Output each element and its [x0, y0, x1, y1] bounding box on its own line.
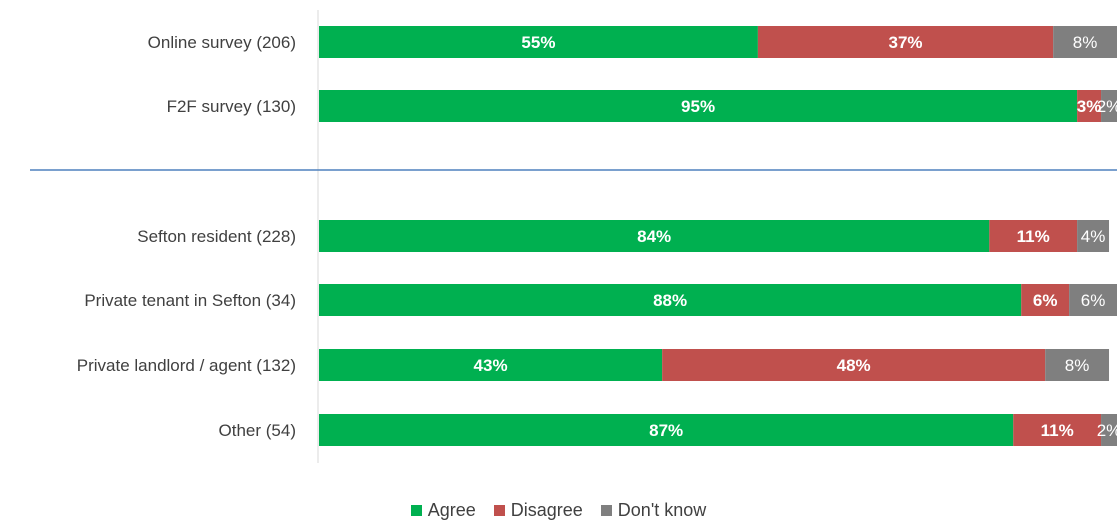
legend-swatch-disagree	[493, 505, 505, 516]
legend-swatch-dont-know	[600, 505, 612, 516]
category-label: Online survey (206)	[148, 33, 296, 52]
data-label-agree: 87%	[649, 421, 683, 440]
bar-segment-don-t-know	[1101, 414, 1117, 446]
bar-segment-agree	[319, 284, 1022, 316]
data-label-don-t-know: 8%	[1065, 356, 1090, 375]
legend-label-disagree: Disagree	[510, 500, 583, 520]
legend-label-agree: Agree	[427, 500, 476, 520]
data-label-don-t-know: 2%	[1097, 421, 1117, 440]
bar-segment-disagree	[1013, 414, 1102, 446]
bar-segment-don-t-know	[1053, 26, 1117, 58]
data-label-disagree: 11%	[1017, 227, 1050, 246]
data-label-don-t-know: 8%	[1073, 33, 1098, 52]
bar-segment-agree	[319, 220, 990, 252]
category-labels-layer: Online survey (206) F2F survey (130) Sefto…	[77, 33, 296, 440]
category-label: Private tenant in Sefton (34)	[84, 291, 296, 310]
bar-segment-don-t-know	[1077, 220, 1110, 252]
data-label-don-t-know: 4%	[1081, 227, 1106, 246]
bars-layer: 55%37%8%95%3%2%84%11%4%88%6%6%43%48%8%87…	[319, 26, 1117, 446]
category-label: Other (54)	[219, 421, 296, 440]
bar-segment-disagree	[989, 220, 1078, 252]
data-label-disagree: 37%	[889, 33, 923, 52]
data-label-agree: 55%	[521, 33, 555, 52]
legend: Agree Disagree Don't know	[0, 500, 1117, 521]
bar-segment-don-t-know	[1101, 90, 1117, 122]
bar-segment-disagree	[757, 26, 1054, 58]
bar-segment-agree	[319, 349, 663, 381]
bar-segment-agree	[319, 90, 1078, 122]
data-label-disagree: 3%	[1077, 97, 1102, 116]
bar-segment-don-t-know	[1045, 349, 1110, 381]
bar-segment-disagree	[662, 349, 1046, 381]
data-label-don-t-know: 2%	[1097, 97, 1117, 116]
legend-item-disagree: Disagree	[493, 500, 583, 521]
category-label: F2F survey (130)	[167, 97, 296, 116]
bar-segment-agree	[319, 26, 758, 58]
category-label: Sefton resident (228)	[137, 227, 296, 246]
category-label: Private landlord / agent (132)	[77, 356, 296, 375]
bar-segment-don-t-know	[1069, 284, 1117, 316]
legend-label-dont-know: Don't know	[617, 500, 707, 520]
bar-segment-disagree	[1021, 284, 1070, 316]
data-label-agree: 84%	[637, 227, 671, 246]
data-label-disagree: 6%	[1033, 291, 1058, 310]
bar-segment-agree	[319, 414, 1014, 446]
legend-swatch-agree	[410, 505, 422, 516]
data-label-don-t-know: 6%	[1081, 291, 1106, 310]
data-label-agree: 88%	[653, 291, 687, 310]
data-label-agree: 95%	[681, 97, 715, 116]
data-label-disagree: 11%	[1041, 421, 1074, 440]
data-label-agree: 43%	[474, 356, 508, 375]
legend-item-dont-know: Don't know	[600, 500, 707, 521]
data-label-disagree: 48%	[837, 356, 871, 375]
bar-segment-disagree	[1077, 90, 1102, 122]
legend-item-agree: Agree	[410, 500, 476, 521]
